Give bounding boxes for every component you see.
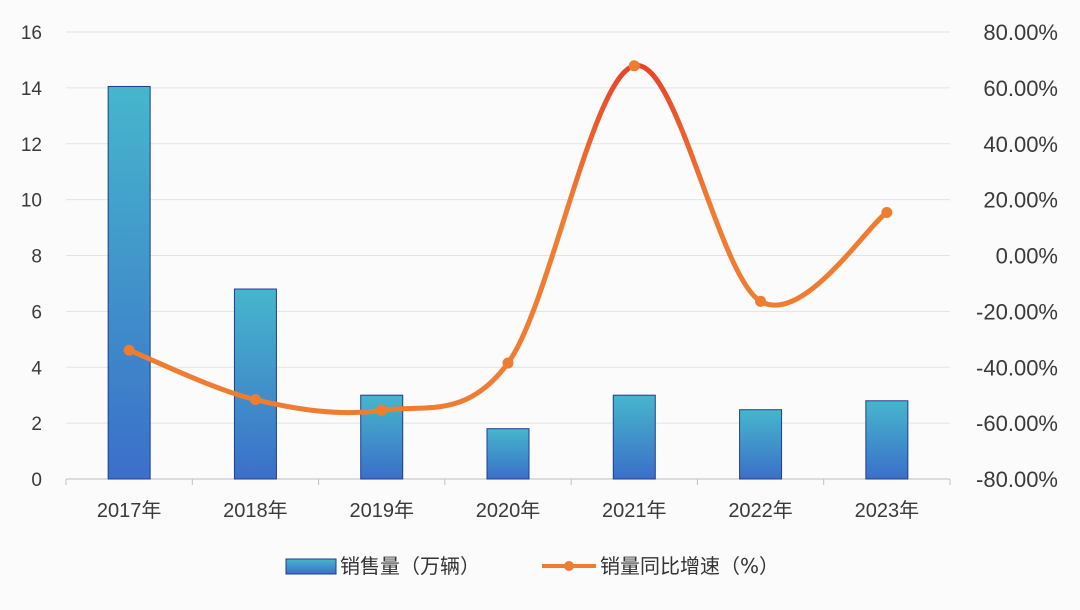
right-tick-label: -60.00% [976, 411, 1058, 436]
left-tick-label: 2 [31, 414, 42, 435]
bar [233, 288, 277, 480]
right-tick-label: -40.00% [976, 355, 1058, 380]
right-tick-label: 20.00% [983, 188, 1058, 213]
legend-line-marker [564, 561, 574, 571]
bar [865, 400, 909, 480]
x-tick-label: 2020年 [476, 499, 541, 522]
legend-item-sales: 销售量（万辆） [285, 554, 480, 578]
line-series [123, 60, 893, 416]
x-tick-label: 2019年 [349, 499, 414, 522]
growth-point [628, 60, 640, 72]
left-axis-ticks: 0 2 4 6 8 10 12 14 16 [21, 23, 43, 491]
legend: 销售量（万辆） 销量同比增速（%） [285, 554, 779, 578]
left-tick-label: 6 [31, 302, 42, 323]
left-tick-label: 16 [21, 23, 42, 44]
x-axis-ticks: 2017年 2018年 2019年 2020年 2021年 2022年 2023年 [65, 479, 951, 522]
x-tick-label: 2021年 [602, 499, 667, 522]
x-tick-label: 2023年 [855, 499, 920, 522]
gridlines [66, 31, 950, 480]
growth-point [376, 404, 388, 416]
bar-series [107, 85, 909, 480]
growth-point [249, 394, 261, 406]
right-tick-label: 40.00% [983, 132, 1058, 157]
bar [612, 394, 656, 480]
right-tick-label: -20.00% [976, 299, 1058, 324]
growth-point [881, 206, 893, 218]
left-tick-label: 10 [21, 191, 42, 212]
right-tick-label: 80.00% [983, 20, 1058, 45]
bar [107, 85, 151, 480]
left-tick-label: 0 [31, 470, 42, 491]
growth-point [123, 344, 135, 356]
right-tick-label: 0.00% [996, 244, 1058, 269]
legend-bar-swatch [285, 558, 337, 575]
left-tick-label: 12 [21, 135, 42, 156]
x-tick-label: 2017年 [97, 499, 162, 522]
bar [739, 409, 783, 480]
right-tick-label: 60.00% [983, 76, 1058, 101]
legend-item-growth: 销量同比增速（%） [542, 554, 779, 578]
legend-label-growth: 销量同比增速（%） [600, 554, 779, 578]
x-tick-label: 2022年 [728, 499, 793, 522]
left-tick-label: 4 [31, 358, 42, 379]
growth-point [755, 295, 767, 307]
right-tick-label: -80.00% [976, 467, 1058, 492]
growth-point [502, 357, 514, 369]
x-tick-label: 2018年 [223, 499, 288, 522]
bar [486, 428, 530, 480]
legend-label-sales: 销售量（万辆） [340, 554, 480, 578]
right-axis-ticks: -80.00% -60.00% -40.00% -20.00% 0.00% 20.00% 4… [976, 20, 1058, 492]
left-tick-label: 14 [21, 79, 43, 100]
left-tick-label: 8 [31, 247, 42, 268]
